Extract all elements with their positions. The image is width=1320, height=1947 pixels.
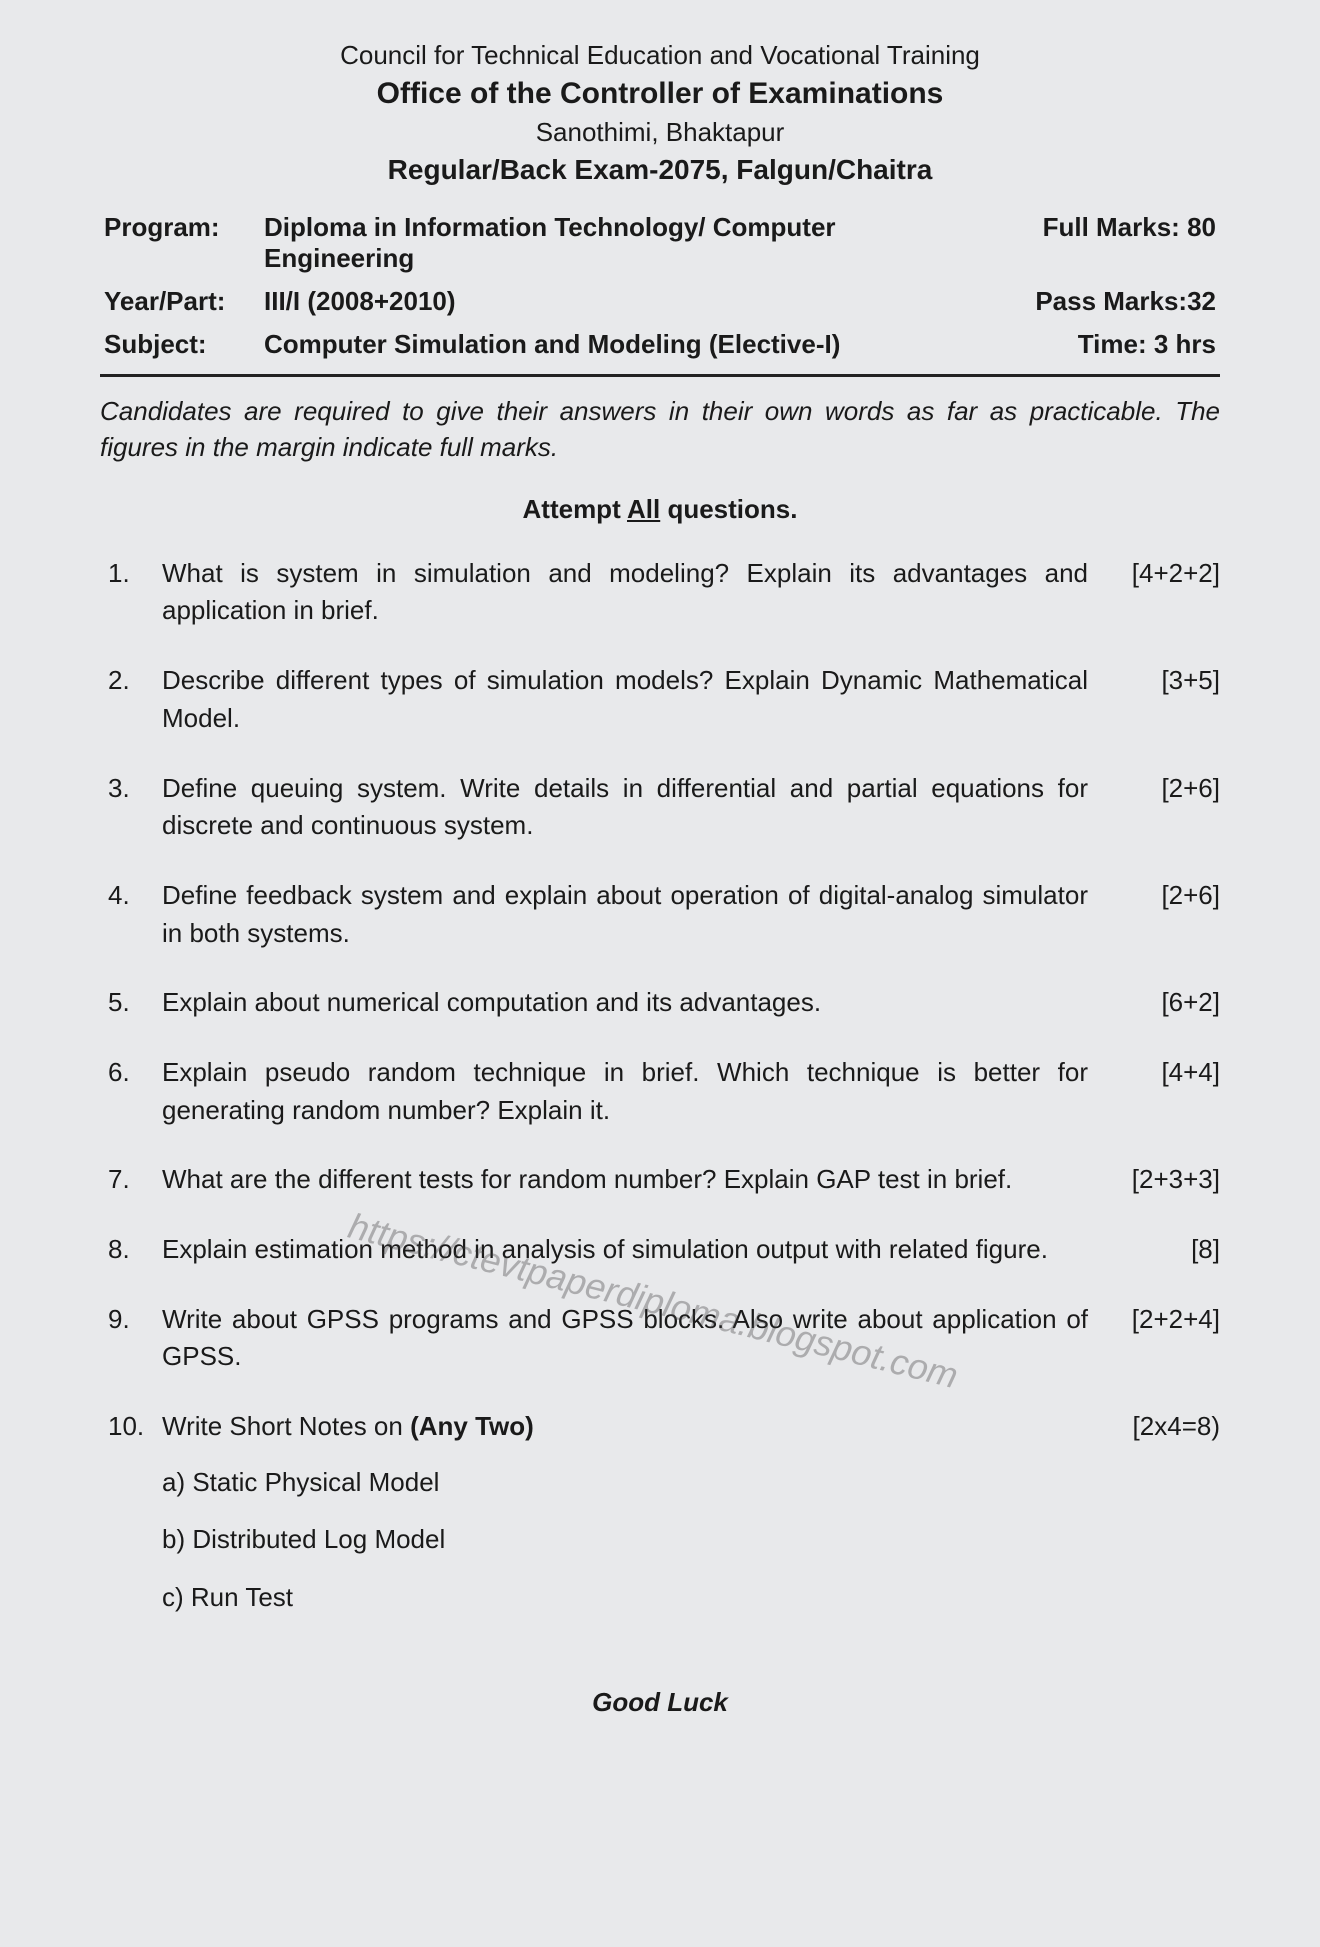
divider-line <box>100 374 1220 377</box>
question-text: Write about GPSS programs and GPSS block… <box>162 1301 1100 1376</box>
q10-bold: (Any Two) <box>410 1411 534 1441</box>
question-row: 7. What are the different tests for rand… <box>100 1161 1220 1199</box>
attempt-line: Attempt All questions. <box>100 494 1220 525</box>
question-number: 8. <box>100 1231 162 1269</box>
footer-text: Good Luck <box>100 1687 1220 1718</box>
exam-title: Regular/Back Exam-2075, Falgun/Chaitra <box>100 154 1220 186</box>
question-marks: [2+6] <box>1100 877 1220 915</box>
info-table: Program: Diploma in Information Technolo… <box>100 206 1220 366</box>
questions-list: 1. What is system in simulation and mode… <box>100 555 1220 1637</box>
question-row: 4. Define feedback system and explain ab… <box>100 877 1220 952</box>
program-label: Program: <box>100 206 260 280</box>
attempt-suffix: questions. <box>660 494 797 524</box>
question-text: Define feedback system and explain about… <box>162 877 1100 952</box>
question-number: 4. <box>100 877 162 915</box>
question-text: Explain about numerical computation and … <box>162 984 1100 1022</box>
question-marks: [8] <box>1100 1231 1220 1269</box>
question-text: What is system in simulation and modelin… <box>162 555 1100 630</box>
question-row: 6. Explain pseudo random technique in br… <box>100 1054 1220 1129</box>
program-value: Diploma in Information Technology/ Compu… <box>260 206 960 280</box>
question-number: 7. <box>100 1161 162 1199</box>
question-row: 1. What is system in simulation and mode… <box>100 555 1220 630</box>
q10-option: c) Run Test <box>162 1579 1088 1617</box>
question-number: 3. <box>100 770 162 808</box>
question-marks: [2x4=8) <box>1100 1408 1220 1446</box>
question-text: Explain estimation method in analysis of… <box>162 1231 1100 1269</box>
question-text: Define queuing system. Write details in … <box>162 770 1100 845</box>
question-row: 3. Define queuing system. Write details … <box>100 770 1220 845</box>
question-row: 2. Describe different types of simulatio… <box>100 662 1220 737</box>
year-label: Year/Part: <box>100 280 260 323</box>
attempt-word: All <box>627 494 660 524</box>
question-marks: [6+2] <box>1100 984 1220 1022</box>
question-number: 9. <box>100 1301 162 1339</box>
pass-marks: Pass Marks:32 <box>960 280 1220 323</box>
info-row-year: Year/Part: III/I (2008+2010) Pass Marks:… <box>100 280 1220 323</box>
question-marks: [2+6] <box>1100 770 1220 808</box>
subject-value: Computer Simulation and Modeling (Electi… <box>260 323 960 366</box>
question-number: 2. <box>100 662 162 700</box>
council-name: Council for Technical Education and Voca… <box>100 40 1220 71</box>
question-text: Write Short Notes on (Any Two) a) Static… <box>162 1408 1100 1637</box>
q10-option: b) Distributed Log Model <box>162 1521 1088 1559</box>
question-marks: [3+5] <box>1100 662 1220 700</box>
question-number: 6. <box>100 1054 162 1092</box>
year-value: III/I (2008+2010) <box>260 280 960 323</box>
info-row-subject: Subject: Computer Simulation and Modelin… <box>100 323 1220 366</box>
question-marks: [2+3+3] <box>1100 1161 1220 1199</box>
question-marks: [2+2+4] <box>1100 1301 1220 1339</box>
header-block: Council for Technical Education and Voca… <box>100 40 1220 186</box>
attempt-prefix: Attempt <box>523 494 627 524</box>
question-row: 8. Explain estimation method in analysis… <box>100 1231 1220 1269</box>
question-row-10: 10. Write Short Notes on (Any Two) a) St… <box>100 1408 1220 1637</box>
office-name: Office of the Controller of Examinations <box>100 77 1220 111</box>
question-number: 1. <box>100 555 162 593</box>
question-text: Explain pseudo random technique in brief… <box>162 1054 1100 1129</box>
question-row: 5. Explain about numerical computation a… <box>100 984 1220 1022</box>
question-row: 9. Write about GPSS programs and GPSS bl… <box>100 1301 1220 1376</box>
question-text: What are the different tests for random … <box>162 1161 1100 1199</box>
time-value: Time: 3 hrs <box>960 323 1220 366</box>
q10-prefix: Write Short Notes on <box>162 1411 410 1441</box>
full-marks: Full Marks: 80 <box>960 206 1220 280</box>
location: Sanothimi, Bhaktapur <box>100 117 1220 148</box>
info-row-program: Program: Diploma in Information Technolo… <box>100 206 1220 280</box>
question-marks: [4+2+2] <box>1100 555 1220 593</box>
question-number: 10. <box>100 1408 162 1446</box>
q10-option: a) Static Physical Model <box>162 1464 1088 1502</box>
question-marks: [4+4] <box>1100 1054 1220 1092</box>
subject-label: Subject: <box>100 323 260 366</box>
q10-options: a) Static Physical Model b) Distributed … <box>162 1464 1088 1617</box>
question-number: 5. <box>100 984 162 1022</box>
instructions-text: Candidates are required to give their an… <box>100 393 1220 466</box>
question-text: Describe different types of simulation m… <box>162 662 1100 737</box>
